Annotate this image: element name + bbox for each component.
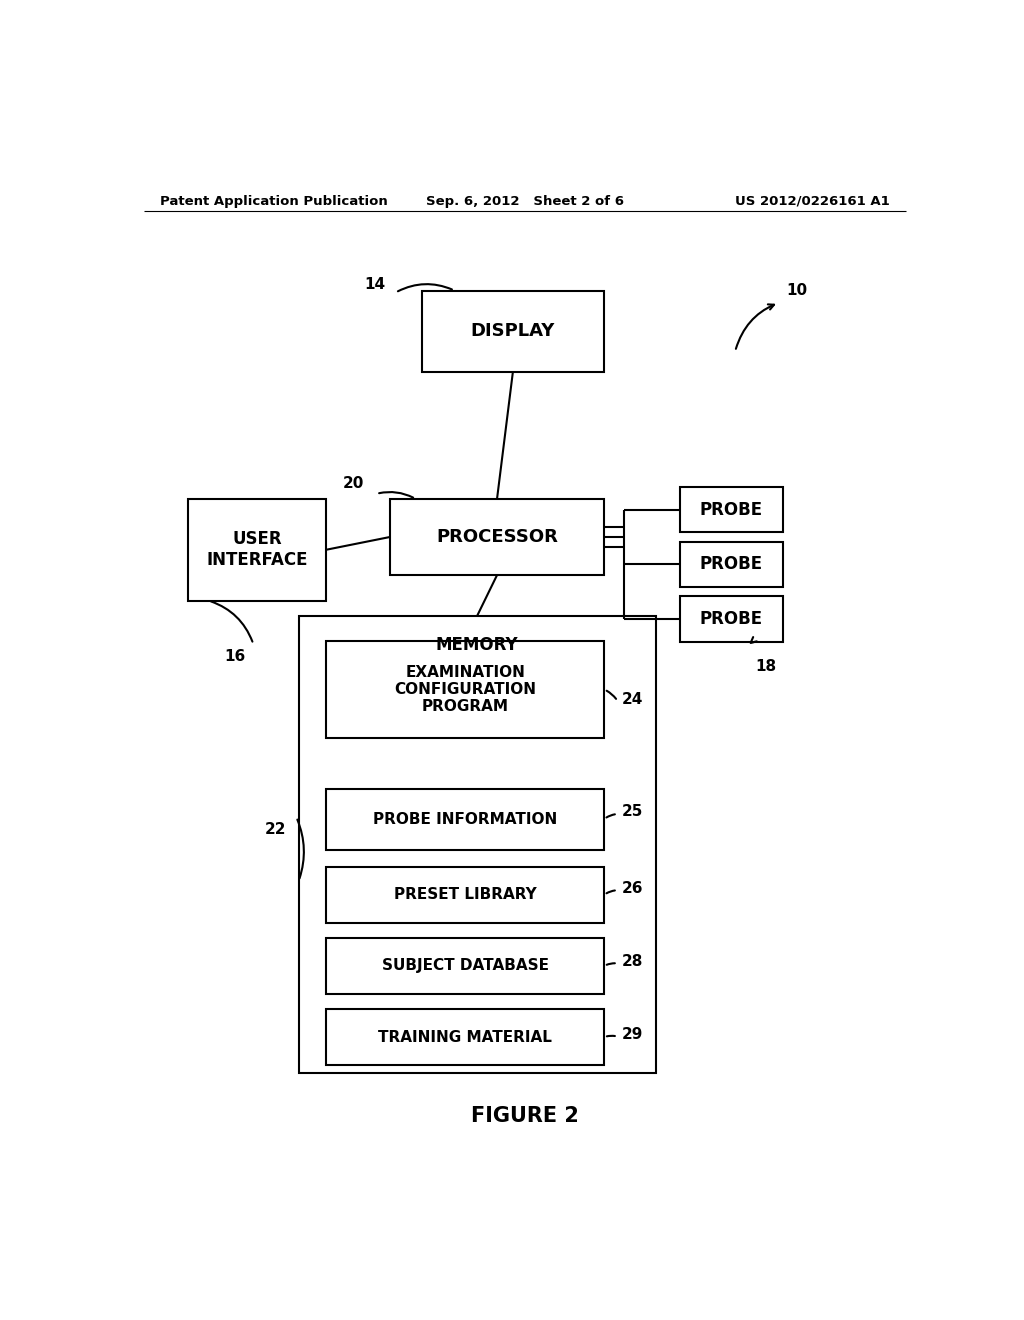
- Text: MEMORY: MEMORY: [436, 636, 518, 655]
- Text: DISPLAY: DISPLAY: [471, 322, 555, 341]
- Text: EXAMINATION
CONFIGURATION
PROGRAM: EXAMINATION CONFIGURATION PROGRAM: [394, 664, 537, 714]
- Text: PROCESSOR: PROCESSOR: [436, 528, 558, 546]
- Text: 24: 24: [622, 692, 643, 706]
- Text: TRAINING MATERIAL: TRAINING MATERIAL: [378, 1030, 552, 1044]
- Text: PROBE INFORMATION: PROBE INFORMATION: [373, 812, 557, 826]
- FancyBboxPatch shape: [680, 487, 782, 532]
- Text: SUBJECT DATABASE: SUBJECT DATABASE: [382, 958, 549, 973]
- Text: PROBE: PROBE: [699, 500, 763, 519]
- FancyBboxPatch shape: [187, 499, 327, 601]
- FancyBboxPatch shape: [327, 642, 604, 738]
- Text: 28: 28: [622, 954, 643, 969]
- Text: US 2012/0226161 A1: US 2012/0226161 A1: [735, 195, 890, 209]
- Text: PROBE: PROBE: [699, 556, 763, 573]
- Text: 18: 18: [755, 659, 776, 675]
- Text: 14: 14: [365, 277, 386, 292]
- Text: Patent Application Publication: Patent Application Publication: [160, 195, 387, 209]
- FancyBboxPatch shape: [390, 499, 604, 576]
- FancyBboxPatch shape: [327, 939, 604, 994]
- Text: Sep. 6, 2012   Sheet 2 of 6: Sep. 6, 2012 Sheet 2 of 6: [426, 195, 624, 209]
- Text: 29: 29: [622, 1027, 643, 1041]
- Text: FIGURE 2: FIGURE 2: [471, 1106, 579, 1126]
- FancyBboxPatch shape: [299, 615, 655, 1073]
- FancyBboxPatch shape: [327, 867, 604, 923]
- Text: 22: 22: [265, 822, 287, 837]
- FancyBboxPatch shape: [327, 788, 604, 850]
- Text: 26: 26: [622, 880, 643, 896]
- FancyBboxPatch shape: [680, 597, 782, 643]
- Text: USER
INTERFACE: USER INTERFACE: [206, 531, 307, 569]
- FancyBboxPatch shape: [327, 1008, 604, 1065]
- Text: 20: 20: [343, 477, 365, 491]
- Text: PROBE: PROBE: [699, 610, 763, 628]
- Text: 16: 16: [224, 649, 246, 664]
- Text: 10: 10: [786, 282, 808, 298]
- Text: 25: 25: [622, 804, 643, 820]
- FancyBboxPatch shape: [680, 541, 782, 587]
- Text: PRESET LIBRARY: PRESET LIBRARY: [394, 887, 537, 903]
- FancyBboxPatch shape: [422, 290, 604, 372]
